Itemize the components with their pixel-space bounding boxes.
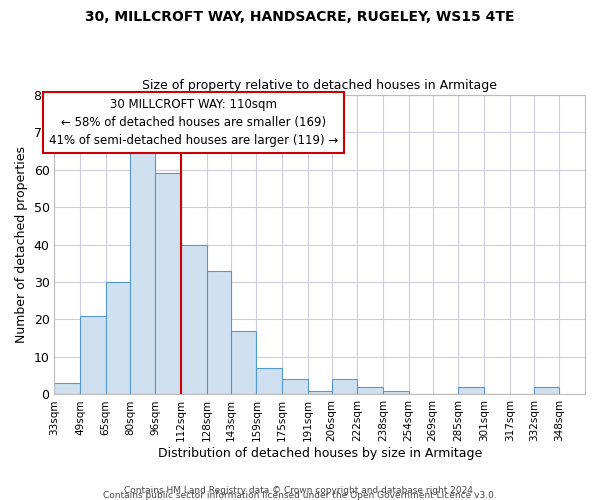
Bar (282, 380, 308, 394)
Bar (358, 387, 383, 394)
Bar (181, 244, 206, 394)
Bar (155, 174, 181, 394)
Bar (308, 390, 332, 394)
Bar (231, 330, 256, 394)
Bar (206, 270, 231, 394)
Bar (534, 387, 559, 394)
Text: Contains public sector information licensed under the Open Government Licence v3: Contains public sector information licen… (103, 491, 497, 500)
Bar (80, 316, 106, 394)
Bar (130, 147, 155, 394)
Bar (106, 282, 130, 395)
Bar (383, 390, 409, 394)
Bar (458, 387, 484, 394)
Title: Size of property relative to detached houses in Armitage: Size of property relative to detached ho… (142, 79, 497, 92)
Text: 30 MILLCROFT WAY: 110sqm
← 58% of detached houses are smaller (169)
41% of semi-: 30 MILLCROFT WAY: 110sqm ← 58% of detach… (49, 98, 338, 148)
Text: Contains HM Land Registry data © Crown copyright and database right 2024.: Contains HM Land Registry data © Crown c… (124, 486, 476, 495)
Text: 30, MILLCROFT WAY, HANDSACRE, RUGELEY, WS15 4TE: 30, MILLCROFT WAY, HANDSACRE, RUGELEY, W… (85, 10, 515, 24)
Bar (55, 383, 80, 394)
Bar (332, 380, 358, 394)
Y-axis label: Number of detached properties: Number of detached properties (15, 146, 28, 343)
X-axis label: Distribution of detached houses by size in Armitage: Distribution of detached houses by size … (158, 447, 482, 460)
Bar (256, 368, 282, 394)
